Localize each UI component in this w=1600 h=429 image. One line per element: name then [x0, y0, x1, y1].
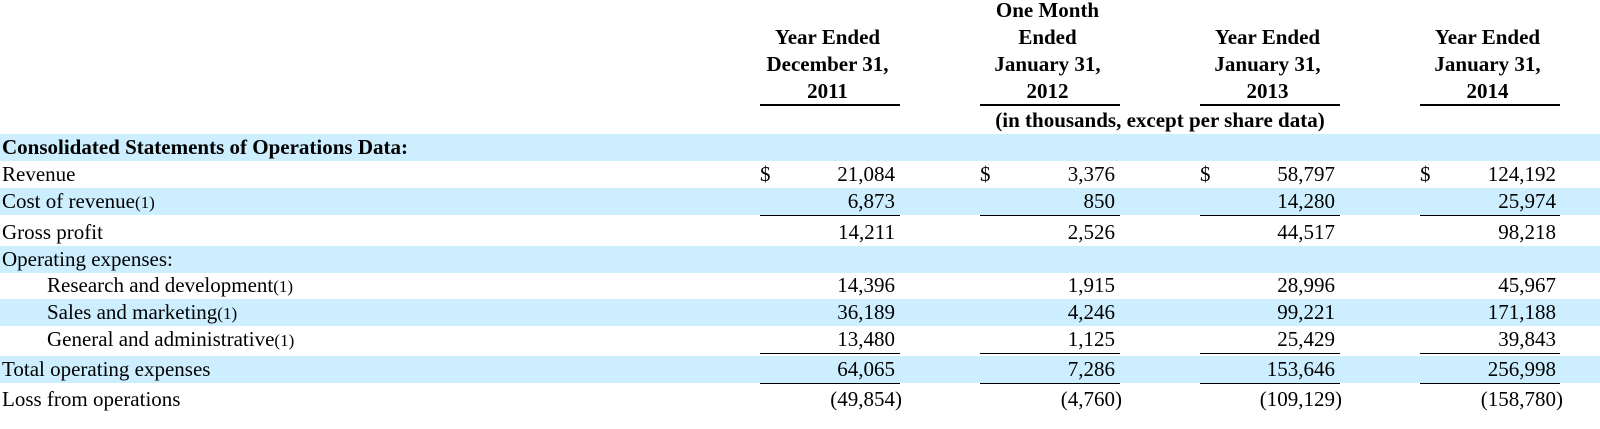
cell-value: 64,065: [837, 357, 895, 381]
subtotal-rule: [1420, 215, 1560, 216]
column-header-jan2012: One Month Ended January 31, 2012: [980, 0, 1115, 105]
cell-value: 44,517: [1277, 220, 1335, 244]
cell-value: (109,129): [1259, 387, 1342, 411]
subtotal-rule: [1200, 353, 1340, 354]
cell-value: 6,873: [847, 189, 895, 213]
table-row-cost-of-revenue: Cost of revenue(1) 6,873 850 14,280 25,9…: [0, 188, 1600, 215]
cell-value: 1,125: [1067, 327, 1115, 351]
header-line: Ended: [1018, 25, 1077, 49]
row-label: Sales and marketing(1): [47, 299, 237, 327]
header-line: Year Ended: [774, 25, 881, 49]
subtotal-rule: [760, 383, 900, 384]
header-line: 2014: [1466, 79, 1509, 103]
header-line: Year Ended: [1434, 25, 1541, 49]
cell-value: 850: [1083, 189, 1116, 213]
cell-value: 171,188: [1487, 300, 1556, 324]
header-line: 2011: [807, 79, 848, 103]
cell-value: 4,246: [1067, 300, 1115, 324]
header-rule: [1420, 104, 1560, 106]
row-label-text: Cost of revenue: [2, 189, 135, 213]
column-header-fy2014: Year Ended January 31, 2014: [1420, 24, 1555, 105]
table-row-general-administrative: General and administrative(1) 13,480 1,1…: [0, 326, 1600, 353]
cell-value: 1,915: [1067, 273, 1115, 297]
row-label: Research and development(1): [47, 272, 293, 300]
cell-value: 124,192: [1487, 162, 1556, 186]
header-line: Year Ended: [1214, 25, 1321, 49]
currency-symbol: $: [760, 162, 771, 186]
cell-value: 7,286: [1067, 357, 1115, 381]
subtotal-rule: [760, 215, 900, 216]
cell-value: 45,967: [1498, 273, 1556, 297]
header-rule: [760, 104, 900, 106]
subtotal-rule: [1200, 215, 1340, 216]
row-label: Cost of revenue(1): [2, 188, 155, 216]
footnote-marker: (1): [217, 304, 238, 323]
cell-value: 39,843: [1498, 327, 1556, 351]
subtotal-rule: [760, 353, 900, 354]
table-row-loss-from-operations: Loss from operations (49,854) (4,760) (1…: [0, 386, 1600, 413]
subtotal-rule: [980, 353, 1120, 354]
section-title-row: Consolidated Statements of Operations Da…: [0, 134, 1600, 161]
currency-symbol: $: [1200, 162, 1211, 186]
cell-value: 99,221: [1277, 300, 1335, 324]
header-line: 2013: [1246, 79, 1289, 103]
cell-value: 14,211: [838, 220, 895, 244]
cell-value: (158,780): [1480, 387, 1563, 411]
table-row-sales-marketing: Sales and marketing(1) 36,189 4,246 99,2…: [0, 299, 1600, 326]
header-line: December 31,: [766, 52, 889, 76]
row-label: Total operating expenses: [2, 357, 211, 381]
currency-symbol: $: [980, 162, 991, 186]
header-line: 2012: [1026, 79, 1069, 103]
cell-value: 2,526: [1067, 220, 1115, 244]
subtotal-rule: [1200, 383, 1340, 384]
header-line: January 31,: [1434, 52, 1541, 76]
column-header-fy2013: Year Ended January 31, 2013: [1200, 24, 1335, 105]
cell-value: 36,189: [837, 300, 895, 324]
subtotal-rule: [980, 383, 1120, 384]
row-label-text: General and administrative: [47, 327, 275, 351]
header-rule: [980, 104, 1120, 106]
table-row-operating-expenses: Operating expenses:: [0, 246, 1600, 273]
footnote-marker: (1): [274, 331, 295, 350]
cell-value: 25,974: [1498, 189, 1556, 213]
cell-value: 21,084: [837, 162, 895, 186]
cell-value: 58,797: [1277, 162, 1335, 186]
header-line: January 31,: [994, 52, 1101, 76]
section-title: Consolidated Statements of Operations Da…: [2, 135, 408, 159]
header-line: January 31,: [1214, 52, 1321, 76]
units-note: (in thousands, except per share data): [995, 108, 1325, 132]
cell-value: 3,376: [1067, 162, 1115, 186]
subtotal-rule: [1420, 383, 1560, 384]
footnote-marker: (1): [273, 277, 294, 296]
row-label-text: Research and development: [47, 273, 274, 297]
row-label: Operating expenses:: [2, 247, 173, 271]
cell-value: (49,854): [830, 387, 902, 411]
currency-symbol: $: [1420, 162, 1431, 186]
cell-value: 14,280: [1277, 189, 1335, 213]
footnote-marker: (1): [134, 193, 155, 212]
subtotal-rule: [980, 215, 1120, 216]
header-line: One Month: [995, 0, 1100, 22]
row-label: Revenue: [2, 162, 76, 186]
row-label: General and administrative(1): [47, 326, 294, 354]
cell-value: 28,996: [1277, 273, 1335, 297]
cell-value: 98,218: [1498, 220, 1556, 244]
row-label-text: Sales and marketing: [47, 300, 218, 324]
cell-value: (4,760): [1060, 387, 1122, 411]
subtotal-rule: [1420, 353, 1560, 354]
cell-value: 153,646: [1266, 357, 1335, 381]
table-row-gross-profit: Gross profit 14,211 2,526 44,517 98,218: [0, 219, 1600, 246]
table-row-revenue: Revenue $ 21,084 $ 3,376 $ 58,797 $ 124,…: [0, 161, 1600, 188]
column-header-fy2011: Year Ended December 31, 2011: [760, 24, 895, 105]
cell-value: 256,998: [1487, 357, 1556, 381]
table-row-total-operating-expenses: Total operating expenses 64,065 7,286 15…: [0, 356, 1600, 383]
row-label: Loss from operations: [2, 387, 181, 411]
cell-value: 14,396: [837, 273, 895, 297]
cell-value: 25,429: [1277, 327, 1335, 351]
row-label: Gross profit: [2, 220, 103, 244]
cell-value: 13,480: [837, 327, 895, 351]
header-rule: [1200, 104, 1340, 106]
table-row-research-development: Research and development(1) 14,396 1,915…: [0, 272, 1600, 299]
